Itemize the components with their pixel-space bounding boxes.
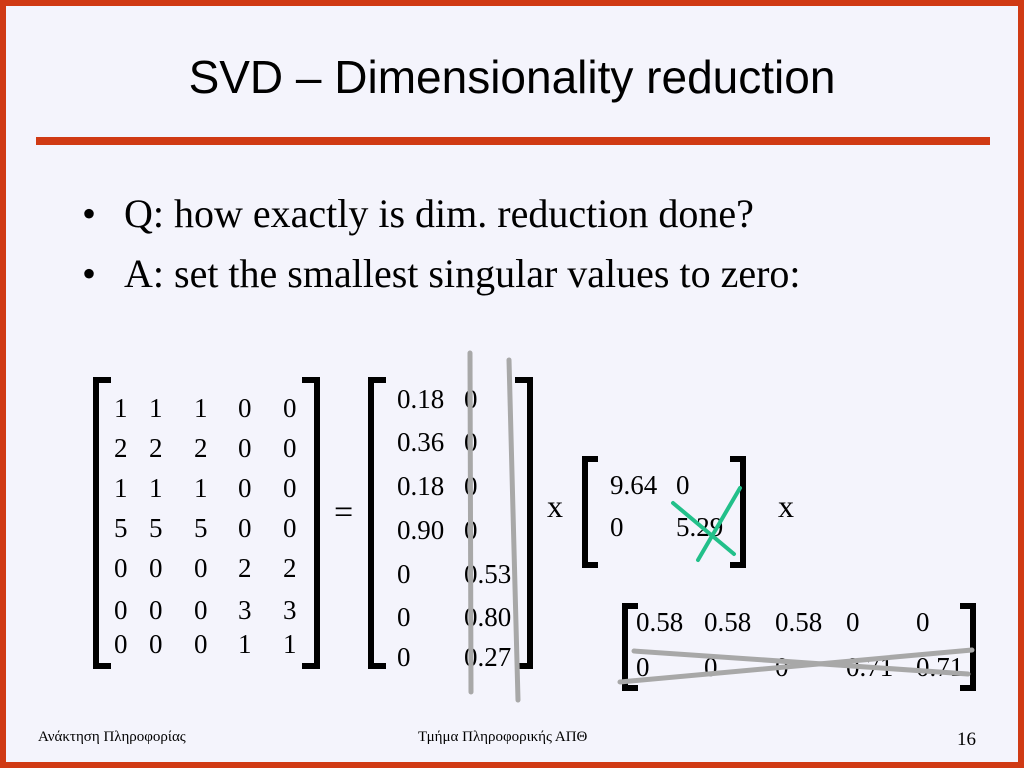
matrix-sigma-cell: 0 [610,512,624,542]
matrix-u-cell: 0 [397,602,411,632]
matrix-a-cell: 0 [194,595,208,625]
bullet-item-question: • Q: how exactly is dim. reduction done? [82,184,801,244]
matrix-sigma-cell: 0 [676,470,690,500]
matrix-u-cell: 0.18 [397,471,445,501]
matrix-a-cell: 0 [114,629,128,659]
matrix-vt-cell: 0.58 [636,607,684,637]
matrix-a-cell: 0 [114,595,128,625]
matrix-a-cell: 1 [149,393,163,423]
matrix-vt-right-bracket [960,603,976,691]
matrix-u-cell: 0 [397,559,411,589]
sigma-strike-line-1 [671,501,736,556]
matrix-a-cell: 0 [238,473,252,503]
matrix-a-cell: 0 [149,553,163,583]
matrix-a-cell: 0 [194,629,208,659]
vt-row-strike-line-1 [617,647,975,685]
matrix-vt-cell: 0.71 [916,652,964,682]
matrix-a-cell: 0 [283,433,297,463]
bullet-marker: • [82,191,97,236]
matrix-a-cell: 1 [194,473,208,503]
matrix-a-cell: 0 [238,433,252,463]
matrix-sigma-left-bracket [582,456,598,568]
matrix-a-right-bracket [302,377,320,669]
slide-title: SVD – Dimensionality reduction [188,51,836,103]
bullet-list: • Q: how exactly is dim. reduction done?… [82,184,801,304]
matrix-a-cell: 2 [149,433,163,463]
vt-row-strike-line-2 [631,648,971,677]
title-divider [36,137,990,145]
matrix-u-right-bracket [515,377,533,669]
matrix-u-cell: 0.18 [397,384,445,414]
bullet-text: A: set the smallest singular values to z… [124,251,801,296]
equals-sign: = [334,494,354,531]
matrix-a-cell: 2 [283,553,297,583]
bullet-marker: • [82,251,97,296]
matrix-a-cell: 0 [238,393,252,423]
u-column-strike-line-2 [506,357,521,703]
matrix-a-cell: 3 [238,595,252,625]
matrix-a-cell: 0 [149,595,163,625]
matrix-u-cell: 0.90 [397,515,445,545]
matrix-a-cell: 0 [283,393,297,423]
matrix-a-cell: 3 [283,595,297,625]
matrix-a-cell: 5 [149,513,163,543]
matrix-a-cell: 2 [114,433,128,463]
matrix-a-cell: 5 [114,513,128,543]
matrix-a-cell: 5 [194,513,208,543]
matrix-a-cell: 1 [283,629,297,659]
matrix-a-cell: 1 [114,473,128,503]
matrix-u-left-bracket [368,377,386,669]
matrix-sigma-right-bracket [730,456,746,568]
matrix-a-cell: 0 [238,513,252,543]
sigma-strike-line-2 [696,486,742,562]
matrix-a-cell: 1 [149,473,163,503]
matrix-vt-left-bracket [622,603,638,691]
multiply-sign-2: x [778,488,794,524]
matrix-a-cell: 2 [238,553,252,583]
footer-left-text: Ανάκτηση Πληροφορίας [38,729,186,745]
matrix-a-cell: 1 [194,393,208,423]
page-number: 16 [957,729,976,750]
bullet-item-answer: • A: set the smallest singular values to… [82,244,801,304]
matrix-vt-cell: 0 [916,607,930,637]
u-column-strike-line-1 [467,350,474,695]
matrix-u-cell: 0.36 [397,427,445,457]
matrix-a-cell: 0 [149,629,163,659]
matrix-a-cell: 0 [283,513,297,543]
matrix-vt-cell: 0 [636,652,650,682]
matrix-u-cell: 0 [397,642,411,672]
matrix-sigma-cell: 9.64 [610,470,658,500]
matrix-a-cell: 1 [114,393,128,423]
matrix-a-left-bracket [93,377,111,669]
multiply-sign-1: x [547,488,563,524]
matrix-a-cell: 1 [238,629,252,659]
matrix-vt-cell: 0.58 [775,607,823,637]
strikeout-overlay [467,350,975,703]
matrix-vt-cell: 0 [846,607,860,637]
matrix-vt-cell: 0.58 [704,607,752,637]
matrix-a-cell: 0 [114,553,128,583]
matrix-a-cell: 0 [194,553,208,583]
footer-center-text: Τμήμα Πληροφορικής ΑΠΘ [418,729,588,745]
bullet-text: Q: how exactly is dim. reduction done? [124,191,754,236]
matrix-a-cell: 0 [283,473,297,503]
matrix-a-cell: 2 [194,433,208,463]
